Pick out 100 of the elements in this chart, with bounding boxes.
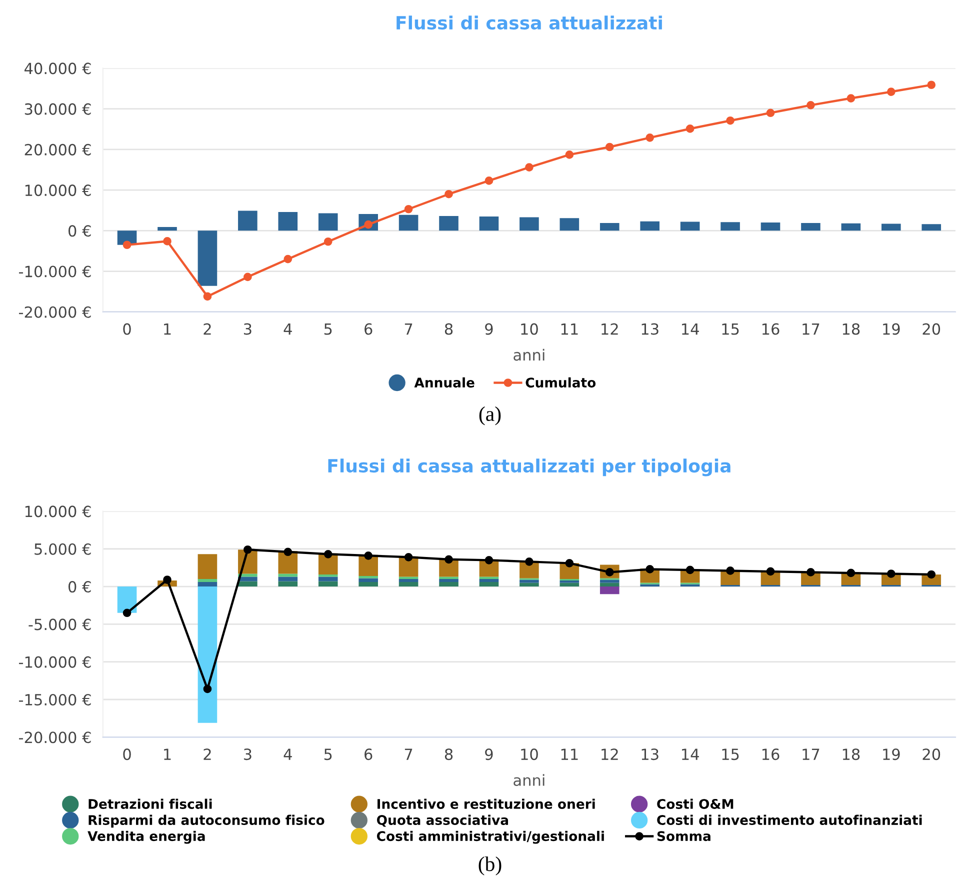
bar	[318, 213, 338, 231]
y-tick-label: -20.000 €	[18, 732, 91, 744]
x-tick-label: 14	[682, 748, 699, 760]
x-tick-label: 8	[444, 748, 453, 760]
y-tick-label: -5.000 €	[28, 618, 91, 630]
point	[244, 545, 252, 554]
legend-label: Vendita energia	[88, 830, 205, 844]
bar	[117, 586, 137, 613]
x-tick-label: 4	[284, 323, 292, 335]
point	[806, 101, 815, 110]
point	[686, 124, 694, 133]
x-tick-label: 16	[762, 748, 780, 760]
bar	[479, 579, 499, 582]
point	[244, 272, 252, 282]
text: (b)	[478, 856, 502, 876]
legend-label: Annuale	[414, 377, 474, 388]
y-tick-label: 20.000 €	[24, 144, 91, 156]
point	[927, 570, 936, 579]
point	[605, 142, 614, 152]
x-tick-label: 7	[404, 748, 412, 760]
x-tick-label: 3	[244, 323, 252, 335]
point	[726, 566, 734, 575]
legend-label: Detrazioni fiscali	[88, 798, 212, 809]
y-tick-label: -10.000 €	[18, 266, 91, 278]
bar	[198, 230, 218, 286]
bar	[398, 579, 418, 582]
bar	[560, 582, 580, 587]
point	[324, 237, 332, 246]
x-tick-label: 16	[762, 323, 780, 335]
point	[364, 551, 372, 560]
y-tick-label: 30.000 €	[24, 103, 91, 115]
bar	[238, 581, 258, 587]
bar	[158, 227, 177, 231]
y-tick-label: 10.000 €	[25, 184, 91, 196]
x-tick-label: 9	[485, 748, 493, 760]
x-tick-label: 19	[883, 323, 900, 335]
bar	[278, 574, 298, 577]
bar	[439, 216, 458, 231]
point	[203, 292, 212, 301]
bar	[600, 580, 620, 583]
x-tick-label: 12	[602, 748, 618, 760]
point	[846, 568, 856, 578]
point	[203, 684, 212, 694]
bar	[198, 554, 218, 579]
point	[686, 566, 694, 574]
bar	[560, 218, 580, 231]
bar	[398, 582, 418, 587]
point	[163, 237, 172, 246]
bar	[398, 214, 418, 231]
bar	[760, 222, 780, 231]
x-tick-label: 12	[602, 323, 618, 335]
y-tick-label: 0 €	[68, 580, 91, 593]
point	[122, 608, 132, 618]
point	[484, 556, 494, 564]
bar	[439, 582, 458, 587]
bar	[479, 216, 499, 231]
bar	[922, 224, 942, 231]
bar	[318, 574, 338, 577]
point	[766, 108, 775, 118]
bar	[198, 582, 218, 587]
text: (a)	[479, 406, 501, 426]
y-tick-label: 5.000 €	[34, 543, 91, 555]
bar	[198, 579, 218, 582]
point	[886, 88, 896, 96]
x-tick-label: 18	[842, 323, 860, 335]
x-tick-label: 17	[802, 323, 820, 335]
bar	[358, 582, 378, 587]
x-tick-label: 19	[883, 748, 900, 760]
bar	[640, 584, 660, 587]
x-tick-label: 20	[922, 323, 940, 335]
x-tick-label: 2	[204, 748, 211, 760]
point	[646, 565, 654, 574]
point	[324, 550, 332, 558]
point	[565, 150, 574, 159]
bar	[358, 576, 378, 578]
x-tick-label: 11	[561, 748, 578, 760]
bar	[278, 576, 298, 582]
bar	[238, 210, 258, 231]
x-tick-label: 13	[642, 748, 658, 760]
point	[927, 80, 936, 90]
x-axis-title: anni	[514, 774, 544, 786]
y-tick-label: 10.000 €	[25, 506, 91, 518]
bar	[318, 581, 338, 587]
point	[846, 94, 856, 102]
y-tick-label: -20.000 €	[18, 306, 91, 318]
legend-label: Somma	[657, 831, 710, 842]
x-tick-label: 20	[922, 748, 940, 760]
point	[404, 552, 413, 562]
bar	[520, 217, 539, 231]
point	[886, 570, 896, 578]
legend-label: Costi amministrativi/gestionali	[376, 830, 604, 844]
x-tick-label: 4	[284, 748, 292, 760]
point	[525, 163, 534, 172]
x-tick-label: 5	[324, 748, 332, 760]
x-tick-label: 15	[722, 748, 739, 760]
point	[806, 568, 815, 576]
bar	[479, 582, 499, 587]
x-tick-label: 14	[682, 323, 699, 335]
bar	[520, 582, 539, 587]
x-tick-label: 6	[364, 748, 372, 760]
